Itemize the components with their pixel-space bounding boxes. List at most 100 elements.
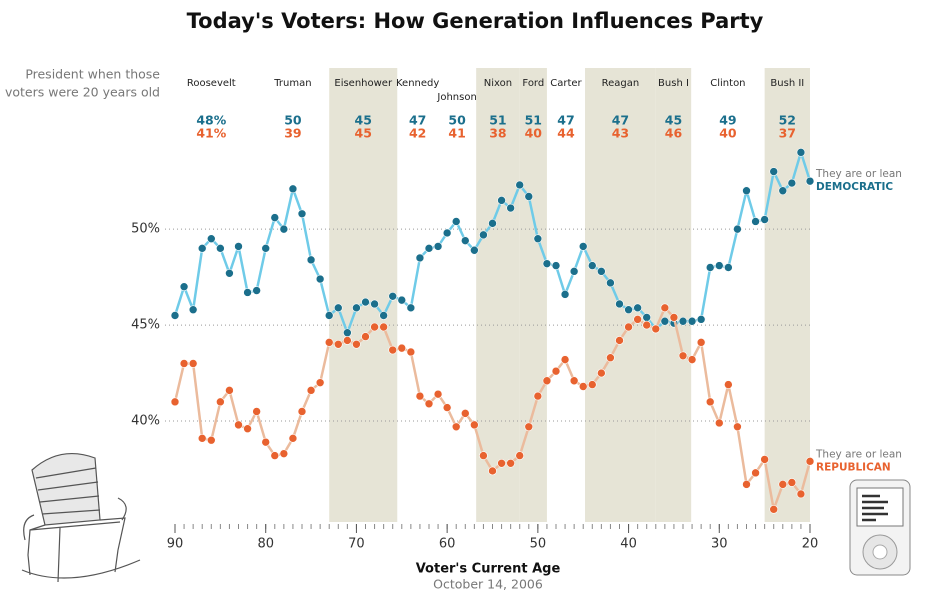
- data-point: [216, 397, 225, 407]
- data-point: [714, 261, 724, 270]
- data-point: [406, 347, 416, 357]
- era-band: [329, 68, 398, 522]
- data-point: [370, 299, 379, 309]
- era-rep-label: 42: [409, 126, 426, 141]
- data-point: [234, 420, 243, 430]
- plot: [170, 148, 815, 514]
- data-point: [243, 288, 252, 297]
- data-point: [515, 451, 525, 460]
- data-point: [225, 268, 234, 278]
- data-point: [415, 391, 425, 401]
- data-point: [197, 434, 207, 443]
- era-rep-label: 39: [284, 126, 301, 141]
- era-dem-label: 47: [409, 113, 426, 128]
- chart-title: Today's Voters: How Generation Influence…: [187, 9, 764, 33]
- x-tick-label: 40: [620, 537, 637, 552]
- data-point: [660, 303, 670, 313]
- series-note: They are or lean: [815, 448, 902, 460]
- data-point: [451, 217, 461, 226]
- data-point: [751, 217, 760, 226]
- x-tick-label: 80: [257, 537, 274, 552]
- media-player-illustration: [849, 479, 911, 576]
- data-point: [170, 397, 180, 407]
- data-point: [714, 418, 724, 428]
- data-point: [343, 328, 352, 338]
- era-name: Bush I: [658, 78, 689, 89]
- data-point: [733, 224, 742, 234]
- data-point: [705, 263, 715, 272]
- data-point: [724, 380, 733, 389]
- data-point: [261, 244, 271, 253]
- data-point: [769, 167, 779, 176]
- x-tick-label: 70: [348, 537, 365, 552]
- data-point: [288, 434, 298, 443]
- era-rep-label: 44: [557, 126, 575, 141]
- data-point: [442, 403, 452, 412]
- data-point: [660, 316, 670, 326]
- chair-illustration: [21, 452, 141, 583]
- data-point: [805, 457, 815, 466]
- era-name: Eisenhower: [334, 78, 393, 89]
- data-point: [578, 382, 588, 391]
- data-point: [388, 291, 398, 301]
- era-name: Kennedy: [396, 78, 439, 89]
- data-point: [333, 303, 343, 313]
- era-rep-label: 46: [665, 126, 683, 141]
- data-point: [252, 407, 261, 416]
- data-point: [678, 316, 688, 326]
- era-dem-label: 48%: [196, 113, 226, 128]
- era-dem-label: 45: [355, 113, 372, 128]
- era-dem-label: 50: [284, 113, 302, 128]
- era-note: President when those: [25, 67, 160, 82]
- era-rep-label: 40: [525, 126, 543, 141]
- data-point: [633, 303, 642, 313]
- era-band: [519, 68, 547, 522]
- era-dem-label: 47: [612, 113, 629, 128]
- data-point: [533, 391, 543, 401]
- data-point: [551, 261, 561, 270]
- data-point: [760, 455, 769, 464]
- data-point: [188, 359, 198, 368]
- era-name: Carter: [550, 78, 582, 89]
- data-point: [397, 295, 407, 305]
- data-point: [769, 505, 779, 514]
- data-point: [587, 261, 597, 270]
- data-point: [352, 303, 361, 313]
- data-point: [460, 236, 470, 245]
- data-point: [615, 336, 624, 345]
- y-tick-label: 50%: [131, 222, 160, 237]
- data-point: [578, 242, 588, 251]
- era-rep-label: 37: [779, 126, 796, 141]
- era-name: Ford: [522, 78, 544, 89]
- data-point: [542, 376, 552, 386]
- data-point: [551, 366, 561, 376]
- data-point: [506, 458, 515, 468]
- data-point: [687, 316, 697, 326]
- era-rep-label: 41%: [196, 126, 226, 141]
- data-point: [297, 407, 307, 416]
- data-point: [179, 282, 189, 292]
- series-note: They are or lean: [815, 168, 902, 180]
- data-point: [315, 274, 325, 284]
- data-point: [433, 389, 443, 399]
- era-band: [655, 68, 692, 522]
- x-tick-label: 20: [802, 537, 819, 552]
- era-name: Bush II: [770, 78, 804, 89]
- data-point: [424, 244, 434, 253]
- data-point: [796, 148, 806, 157]
- data-point: [642, 313, 652, 322]
- era-rep-label: 45: [355, 126, 372, 141]
- era-name: Clinton: [710, 78, 745, 89]
- era-dem-label: 51: [489, 113, 506, 128]
- data-point: [760, 215, 769, 224]
- era-rep-label: 43: [612, 126, 629, 141]
- era-rep-label: 38: [489, 126, 506, 141]
- data-point: [678, 351, 688, 361]
- data-point: [533, 234, 543, 244]
- data-point: [361, 297, 370, 307]
- data-point: [225, 386, 234, 395]
- data-point: [470, 245, 479, 255]
- data-point: [497, 458, 506, 468]
- data-point: [379, 322, 388, 332]
